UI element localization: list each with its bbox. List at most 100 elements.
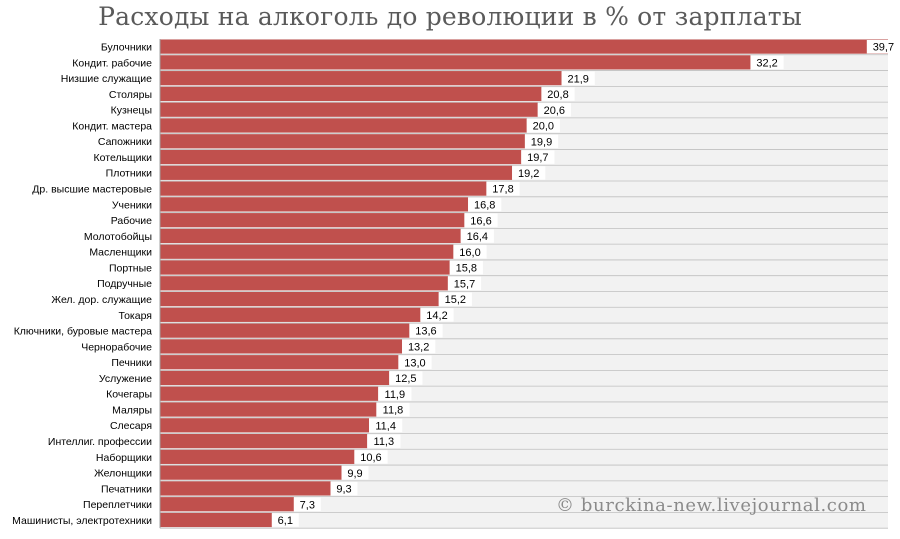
value-label-box	[524, 134, 559, 149]
category-label: Услужение	[99, 373, 152, 385]
bar	[160, 276, 448, 291]
value-label: 11,9	[385, 389, 406, 401]
bar	[160, 118, 527, 133]
value-label-box	[561, 71, 595, 85]
value-label: 11,4	[375, 420, 396, 432]
value-label: 15,2	[445, 294, 466, 306]
bar	[160, 402, 377, 417]
value-label-box	[447, 276, 482, 291]
value-label-box	[460, 229, 494, 243]
category-label: Желонщики	[94, 468, 152, 480]
value-label-box	[330, 481, 358, 496]
category-label: Низшие служащие	[61, 73, 152, 85]
bar	[160, 55, 751, 70]
watermark-text: © burckina-new.livejournal.com	[556, 495, 867, 516]
category-label: Машинисты, электротехники	[12, 515, 152, 527]
value-label-box	[464, 213, 498, 227]
value-label-box	[293, 497, 321, 511]
category-label: Печники	[111, 357, 152, 369]
value-label-box	[389, 371, 423, 385]
value-label-box	[521, 150, 555, 164]
bar	[160, 228, 461, 244]
value-label-box	[750, 55, 784, 70]
bar	[160, 481, 331, 496]
value-label: 13,0	[404, 357, 425, 369]
value-label: 16,8	[474, 199, 495, 211]
value-label-box	[486, 182, 520, 196]
value-label: 14,2	[426, 310, 447, 322]
category-label: Жел. дор. служащие	[51, 294, 152, 306]
bar	[160, 307, 421, 322]
category-label: Котельщики	[94, 152, 153, 164]
value-label: 39,7	[873, 42, 894, 54]
bar	[160, 512, 272, 528]
value-label-box	[468, 197, 502, 212]
bar	[160, 497, 294, 512]
value-label: 19,2	[518, 168, 539, 180]
bar	[160, 449, 355, 464]
category-label: Подручные	[97, 278, 152, 290]
bar	[160, 418, 370, 433]
bar	[160, 134, 525, 149]
value-label-box	[866, 40, 900, 54]
bar	[160, 165, 513, 180]
value-label: 32,2	[756, 57, 777, 69]
value-label: 13,6	[415, 326, 436, 338]
category-label: Молотобойцы	[84, 231, 152, 243]
value-label-box	[409, 324, 443, 338]
value-label: 11,8	[383, 405, 404, 417]
category-label: Ученики	[112, 199, 152, 211]
category-label: Портные	[109, 262, 152, 274]
value-label: 9,9	[347, 468, 362, 480]
category-label: Кондит. рабочие	[72, 57, 152, 69]
category-label: Др. высшие мастеровые	[32, 184, 152, 196]
value-label-box	[376, 402, 410, 417]
value-label: 12,5	[395, 373, 416, 385]
bar	[160, 370, 390, 386]
value-label: 16,4	[467, 231, 488, 243]
bar	[160, 181, 487, 196]
bar	[160, 149, 522, 165]
bar	[160, 39, 888, 54]
category-label: Токаря	[118, 310, 152, 322]
category-label: Кондит. мастера	[72, 120, 152, 132]
value-label: 15,8	[456, 263, 477, 275]
category-label: Интеллиг. профессии	[48, 436, 152, 448]
value-label: 20,6	[544, 105, 565, 117]
bar	[160, 213, 465, 228]
value-label-box	[402, 339, 436, 354]
bar	[160, 86, 542, 102]
value-label-box	[438, 292, 472, 306]
category-label: Печатники	[101, 483, 152, 495]
value-label-box	[378, 387, 412, 401]
value-label: 13,2	[408, 342, 429, 354]
bar	[160, 260, 450, 275]
value-label-box	[369, 418, 403, 433]
value-label: 7,3	[300, 499, 315, 511]
value-label: 16,6	[470, 215, 491, 227]
bar	[160, 386, 379, 401]
value-label: 6,1	[278, 515, 293, 527]
value-label-box	[367, 434, 401, 448]
category-label: Кочегары	[106, 389, 152, 401]
chart-title: Расходы на алкоголь до революции в % от …	[98, 2, 802, 31]
bar	[160, 339, 403, 354]
bar	[160, 291, 439, 307]
category-label: Наборщики	[96, 452, 152, 464]
value-label: 10,6	[360, 452, 381, 464]
bar	[160, 71, 562, 86]
value-label-box	[420, 308, 454, 322]
value-label-box	[512, 166, 546, 180]
category-label: Ключники, буровые мастера	[14, 326, 152, 338]
value-label: 19,7	[527, 152, 548, 164]
category-label: Булочники	[101, 41, 152, 53]
category-label: Переплетчики	[83, 499, 152, 511]
category-label: Кузнецы	[111, 105, 152, 117]
value-label-box	[271, 513, 299, 527]
value-label: 17,8	[492, 184, 513, 196]
value-label: 16,0	[459, 247, 480, 259]
category-label: Слесаря	[110, 420, 152, 432]
bar	[160, 355, 399, 370]
value-label-box	[449, 260, 483, 275]
